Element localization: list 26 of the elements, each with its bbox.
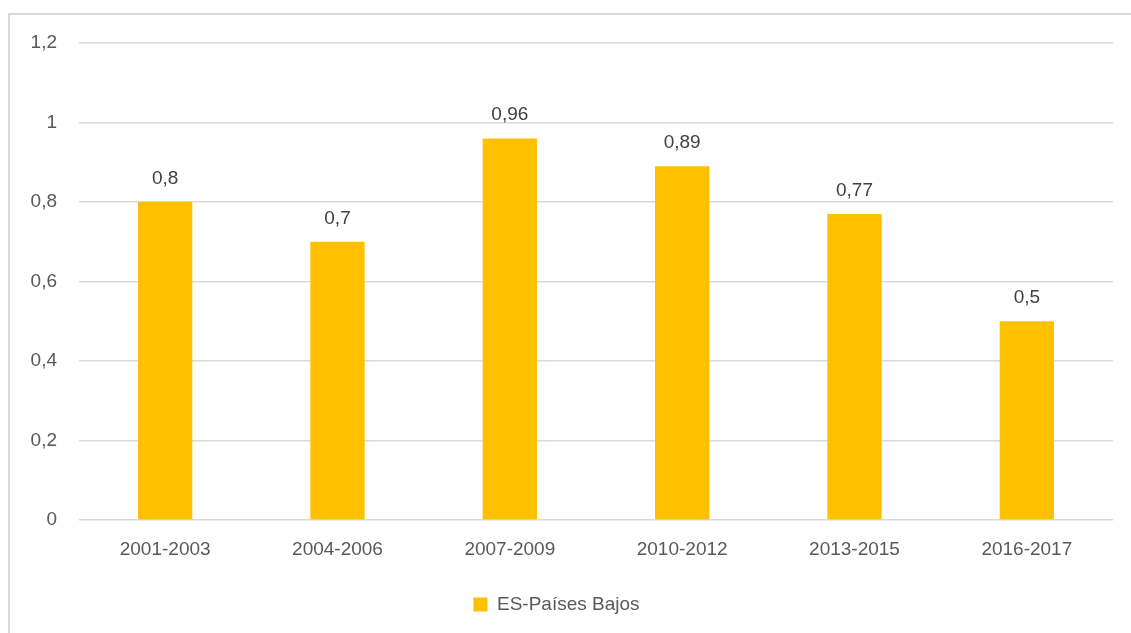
data-label: 0,89	[663, 131, 701, 153]
bar	[999, 321, 1054, 520]
y-tick-label: 0,6	[30, 269, 57, 291]
x-tick-label: 2013-2015	[809, 537, 900, 559]
y-tick-label: 0,4	[30, 349, 58, 371]
bar	[138, 202, 193, 520]
bar	[482, 138, 537, 520]
x-tick-label: 2010-2012	[636, 537, 728, 559]
data-label: 0,8	[151, 167, 179, 188]
x-tick-label: 2007-2009	[464, 537, 556, 559]
data-label: 0,77	[836, 178, 873, 200]
y-tick-label: 0,8	[30, 190, 57, 212]
bar	[827, 213, 882, 520]
x-tick-label: 2001-2003	[119, 537, 211, 559]
legend-label: ES-Países Bajos	[496, 592, 640, 614]
x-tick-label: 2016-2017	[981, 537, 1073, 559]
data-label: 0,96	[491, 103, 529, 125]
bar	[655, 166, 710, 520]
y-tick-label: 1	[46, 110, 57, 132]
y-tick-label: 1,2	[30, 31, 57, 53]
bar	[310, 241, 365, 520]
data-label: 0,7	[324, 206, 351, 228]
data-label: 0,5	[1013, 286, 1041, 308]
y-tick-label: 0,2	[30, 428, 57, 450]
x-tick-label: 2004-2006	[292, 537, 383, 559]
y-tick-label: 0	[46, 508, 57, 530]
